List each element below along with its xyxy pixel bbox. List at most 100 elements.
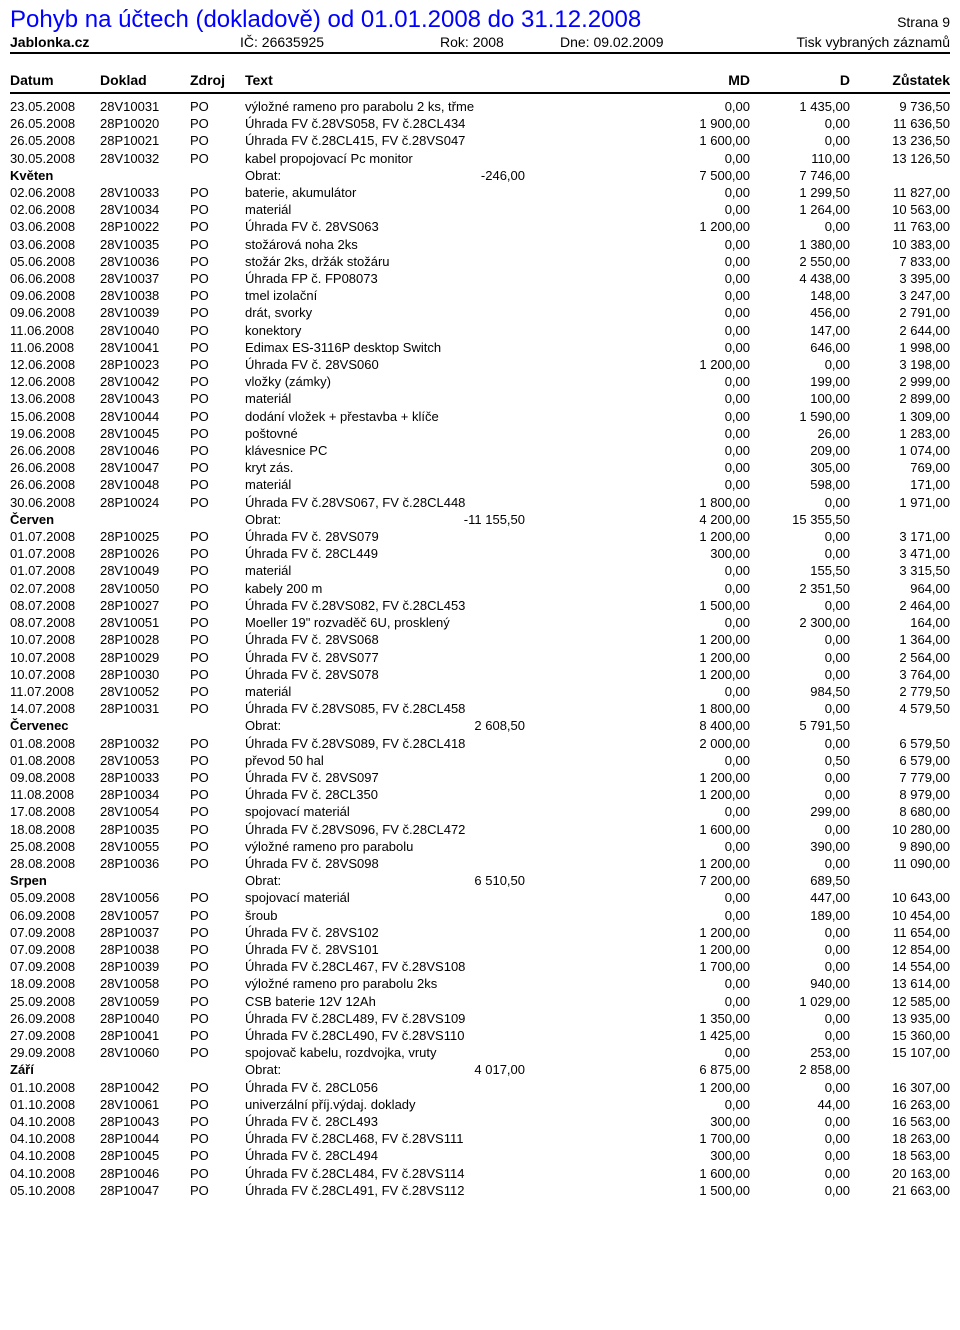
cell-datum: 23.05.2008 (10, 98, 100, 115)
date-block: Dne: 09.02.2009 (560, 34, 730, 50)
table-row: 01.07.200828V10049POmateriál0,00155,503 … (10, 562, 950, 579)
cell-zustatek: 1 283,00 (850, 425, 950, 442)
cell-datum: 26.06.2008 (10, 476, 100, 493)
cell-datum: 04.10.2008 (10, 1113, 100, 1130)
cell-zustatek: 4 579,50 (850, 700, 950, 717)
cell-text: Edimax ES-3116P desktop Switch (245, 339, 655, 356)
cell-zustatek: 14 554,00 (850, 958, 950, 975)
summary-zustatek (850, 1061, 950, 1078)
cell-doklad: 28P10035 (100, 821, 190, 838)
cell-datum: 11.08.2008 (10, 786, 100, 803)
table-row: 04.10.200828P10044POÚhrada FV č.28CL468,… (10, 1130, 950, 1147)
cell-zustatek: 11 827,00 (850, 184, 950, 201)
cell-zustatek: 18 563,00 (850, 1147, 950, 1164)
cell-doklad: 28P10038 (100, 941, 190, 958)
cell-doklad: 28P10032 (100, 735, 190, 752)
table-row: 02.06.200828V10033PObaterie, akumulátor0… (10, 184, 950, 201)
cell-d: 0,50 (750, 752, 850, 769)
table-row: 10.07.200828P10028POÚhrada FV č. 28VS068… (10, 631, 950, 648)
obrat-value: -246,00 (425, 167, 525, 184)
table-row: 07.09.200828P10039POÚhrada FV č.28CL467,… (10, 958, 950, 975)
cell-text: Úhrada FV č.28CL490, FV č.28VS110 (245, 1027, 655, 1044)
cell-md: 1 200,00 (655, 1079, 750, 1096)
cell-md: 1 800,00 (655, 494, 750, 511)
cell-datum: 13.06.2008 (10, 390, 100, 407)
cell-d: 44,00 (750, 1096, 850, 1113)
table-row: 09.06.200828V10039POdrát, svorky0,00456,… (10, 304, 950, 321)
cell-zdroj: PO (190, 1165, 245, 1182)
cell-doklad: 28V10057 (100, 907, 190, 924)
table-row: 02.07.200828V10050POkabely 200 m0,002 35… (10, 580, 950, 597)
cell-md: 1 700,00 (655, 1130, 750, 1147)
cell-text: materiál (245, 562, 655, 579)
cell-md: 1 600,00 (655, 1165, 750, 1182)
cell-zdroj: PO (190, 408, 245, 425)
company-name: Jablonka.cz (10, 34, 240, 50)
cell-doklad: 28P10025 (100, 528, 190, 545)
cell-zdroj: PO (190, 889, 245, 906)
cell-datum: 14.07.2008 (10, 700, 100, 717)
summary-d: 7 746,00 (750, 167, 850, 184)
cell-zdroj: PO (190, 270, 245, 287)
table-row: 10.07.200828P10030POÚhrada FV č. 28VS078… (10, 666, 950, 683)
cell-md: 1 200,00 (655, 218, 750, 235)
cell-doklad: 28V10039 (100, 304, 190, 321)
cell-doklad: 28P10023 (100, 356, 190, 373)
cell-md: 0,00 (655, 270, 750, 287)
cell-d: 646,00 (750, 339, 850, 356)
summary-zustatek (850, 511, 950, 528)
cell-text: spojovací materiál (245, 889, 655, 906)
table-row: 12.06.200828P10023POÚhrada FV č. 28VS060… (10, 356, 950, 373)
cell-datum: 04.10.2008 (10, 1147, 100, 1164)
cell-md: 1 200,00 (655, 855, 750, 872)
cell-zustatek: 16 263,00 (850, 1096, 950, 1113)
cell-datum: 26.05.2008 (10, 115, 100, 132)
cell-md: 1 350,00 (655, 1010, 750, 1027)
cell-datum: 15.06.2008 (10, 408, 100, 425)
col-header-zdroj: Zdroj (190, 72, 245, 88)
cell-md: 0,00 (655, 304, 750, 321)
cell-datum: 04.10.2008 (10, 1130, 100, 1147)
table-row: 12.06.200828V10042POvložky (zámky)0,0019… (10, 373, 950, 390)
cell-text: Úhrada FV č. 28CL056 (245, 1079, 655, 1096)
obrat-label: Obrat: (245, 872, 425, 889)
report-title: Pohyb na účtech (dokladově) od 01.01.200… (10, 6, 641, 34)
table-row: 26.06.200828V10048POmateriál0,00598,0017… (10, 476, 950, 493)
cell-datum: 10.07.2008 (10, 649, 100, 666)
col-header-text: Text (245, 72, 655, 88)
cell-text: Úhrada FV č. 28VS101 (245, 941, 655, 958)
summary-row: SrpenObrat:6 510,507 200,00689,50 (10, 872, 950, 889)
cell-doklad: 28V10047 (100, 459, 190, 476)
cell-zdroj: PO (190, 545, 245, 562)
table-row: 03.06.200828P10022POÚhrada FV č. 28VS063… (10, 218, 950, 235)
cell-text: Úhrada FV č. 28VS060 (245, 356, 655, 373)
table-row: 08.07.200828V10051POMoeller 19" rozvaděč… (10, 614, 950, 631)
cell-zdroj: PO (190, 803, 245, 820)
table-row: 02.06.200828V10034POmateriál0,001 264,00… (10, 201, 950, 218)
cell-zustatek: 10 643,00 (850, 889, 950, 906)
cell-text: Úhrada FV č. 28VS102 (245, 924, 655, 941)
cell-d: 0,00 (750, 545, 850, 562)
cell-md: 0,00 (655, 442, 750, 459)
cell-d: 1 029,00 (750, 993, 850, 1010)
cell-doklad: 28P10039 (100, 958, 190, 975)
cell-zustatek: 2 644,00 (850, 322, 950, 339)
cell-d: 0,00 (750, 1010, 850, 1027)
table-row: 25.08.200828V10055POvýložné rameno pro p… (10, 838, 950, 855)
cell-zustatek: 12 585,00 (850, 993, 950, 1010)
table-row: 11.07.200828V10052POmateriál0,00984,502 … (10, 683, 950, 700)
cell-md: 1 200,00 (655, 649, 750, 666)
table-row: 04.10.200828P10043POÚhrada FV č. 28CL493… (10, 1113, 950, 1130)
cell-zdroj: PO (190, 1010, 245, 1027)
table-row: 01.10.200828P10042POÚhrada FV č. 28CL056… (10, 1079, 950, 1096)
cell-zustatek: 13 236,50 (850, 132, 950, 149)
cell-text: materiál (245, 476, 655, 493)
table-row: 30.06.200828P10024POÚhrada FV č.28VS067,… (10, 494, 950, 511)
cell-datum: 28.08.2008 (10, 855, 100, 872)
cell-zdroj: PO (190, 115, 245, 132)
cell-datum: 06.06.2008 (10, 270, 100, 287)
cell-zustatek: 16 563,00 (850, 1113, 950, 1130)
cell-md: 0,00 (655, 476, 750, 493)
cell-doklad: 28P10024 (100, 494, 190, 511)
col-header-zustatek: Zůstatek (850, 72, 950, 88)
